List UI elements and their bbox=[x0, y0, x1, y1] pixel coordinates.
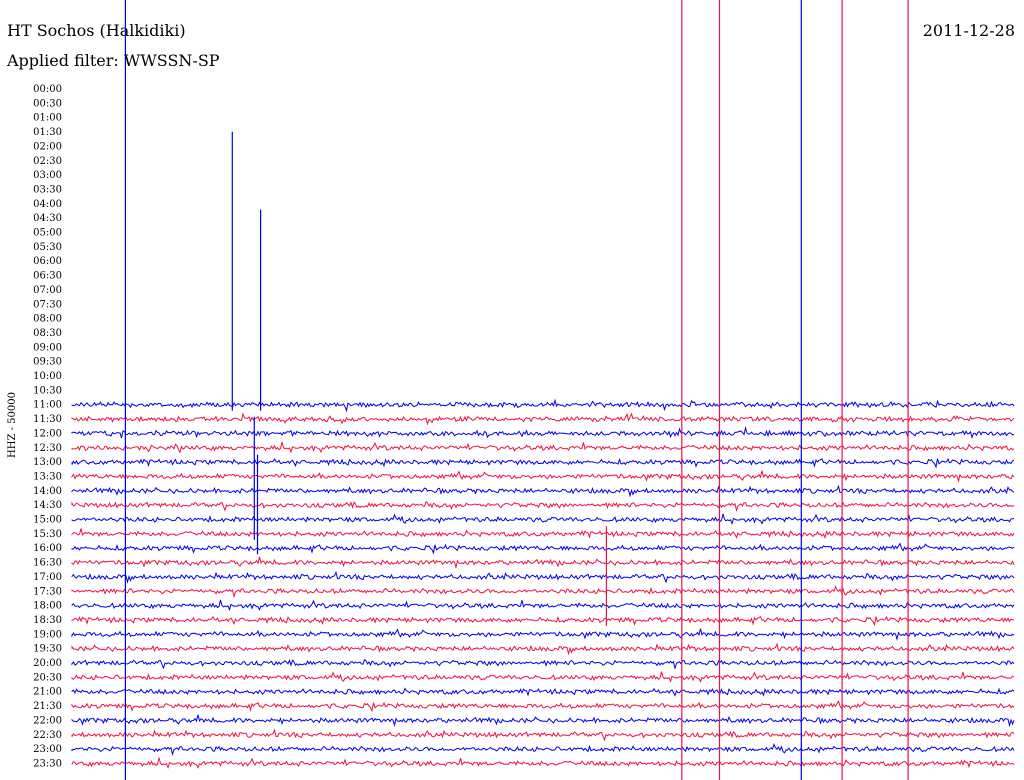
trace-row bbox=[71, 700, 1015, 713]
time-tick-label: 02:00 bbox=[33, 141, 62, 152]
time-tick-label: 18:00 bbox=[33, 601, 62, 612]
time-tick-label: 06:30 bbox=[33, 271, 62, 282]
trace-row bbox=[71, 528, 1015, 540]
trace-row bbox=[71, 658, 1015, 670]
time-tick-label: 04:30 bbox=[33, 213, 62, 224]
trace-row bbox=[71, 500, 1015, 513]
trace-row bbox=[71, 671, 1015, 683]
trace-row bbox=[71, 457, 1015, 469]
channel-label: HHZ - 50000 bbox=[7, 392, 18, 458]
time-tick-label: 11:00 bbox=[33, 400, 62, 411]
trace-row bbox=[71, 542, 1015, 555]
time-tick-label: 06:00 bbox=[33, 256, 62, 267]
time-tick-label: 14:00 bbox=[33, 486, 62, 497]
time-tick-label: 13:00 bbox=[33, 457, 62, 468]
time-tick-label: 21:30 bbox=[33, 701, 62, 712]
time-tick-label: 23:30 bbox=[33, 758, 62, 769]
filter-label: Applied filter: WWSSN-SP bbox=[6, 51, 220, 70]
time-tick-label: 05:00 bbox=[33, 228, 62, 239]
time-tick-label: 14:30 bbox=[33, 500, 62, 511]
time-tick-label: 02:30 bbox=[33, 156, 62, 167]
trace-row bbox=[71, 615, 1015, 627]
time-tick-label: 15:30 bbox=[33, 529, 62, 540]
trace-row bbox=[71, 728, 1015, 742]
time-tick-label: 18:30 bbox=[33, 615, 62, 626]
time-tick-label: 15:00 bbox=[33, 515, 62, 526]
trace-row bbox=[71, 570, 1015, 584]
time-tick-label: 05:30 bbox=[33, 242, 62, 253]
time-tick-label: 08:30 bbox=[33, 328, 62, 339]
trace-row bbox=[71, 513, 1015, 526]
time-tick-label: 01:30 bbox=[33, 127, 62, 138]
trace-row bbox=[71, 628, 1015, 641]
time-tick-label: 13:30 bbox=[33, 471, 62, 482]
time-tick-label: 16:30 bbox=[33, 558, 62, 569]
time-axis: 00:00 00:30 01:00 01:30 02:00 02:30 03:00 03:30… bbox=[33, 84, 62, 769]
time-tick-label: 12:00 bbox=[33, 428, 62, 439]
trace-row bbox=[71, 585, 1015, 599]
time-tick-label: 17:00 bbox=[33, 572, 62, 583]
time-tick-label: 19:00 bbox=[33, 629, 62, 640]
time-tick-label: 03:00 bbox=[33, 170, 62, 181]
trace-row bbox=[71, 743, 1015, 757]
time-tick-label: 19:30 bbox=[33, 644, 62, 655]
trace-row bbox=[71, 556, 1015, 570]
event-group bbox=[124, 0, 909, 780]
time-tick-label: 11:30 bbox=[33, 414, 62, 425]
time-tick-label: 22:00 bbox=[33, 715, 62, 726]
time-tick-label: 07:30 bbox=[33, 299, 62, 310]
trace-row bbox=[71, 470, 1015, 484]
time-tick-label: 21:00 bbox=[33, 687, 62, 698]
time-tick-label: 23:00 bbox=[33, 744, 62, 755]
time-tick-label: 10:00 bbox=[33, 371, 62, 382]
time-tick-label: 22:30 bbox=[33, 730, 62, 741]
time-tick-label: 01:00 bbox=[33, 113, 62, 124]
trace-row bbox=[71, 425, 1015, 440]
time-tick-label: 12:30 bbox=[33, 443, 62, 454]
time-tick-label: 16:00 bbox=[33, 543, 62, 554]
time-tick-label: 09:30 bbox=[33, 357, 62, 368]
trace-row bbox=[71, 484, 1015, 498]
trace-row bbox=[71, 714, 1015, 728]
time-tick-label: 10:30 bbox=[33, 385, 62, 396]
time-tick-label: 20:00 bbox=[33, 658, 62, 669]
time-tick-label: 04:00 bbox=[33, 199, 62, 210]
time-tick-label: 09:00 bbox=[33, 342, 62, 353]
time-tick-label: 03:30 bbox=[33, 184, 62, 195]
trace-row bbox=[71, 687, 1015, 697]
trace-row bbox=[71, 757, 1015, 770]
trace-row bbox=[71, 642, 1015, 656]
trace-row bbox=[71, 441, 1015, 454]
time-tick-label: 08:00 bbox=[33, 314, 62, 325]
time-tick-label: 07:00 bbox=[33, 285, 62, 296]
station-title: HT Sochos (Halkidiki) bbox=[7, 21, 186, 40]
trace-row bbox=[71, 412, 1015, 426]
time-tick-label: 00:00 bbox=[33, 84, 62, 95]
time-tick-label: 17:30 bbox=[33, 586, 62, 597]
time-tick-label: 00:30 bbox=[33, 98, 62, 109]
time-tick-label: 20:30 bbox=[33, 672, 62, 683]
trace-row bbox=[71, 599, 1015, 612]
trace-group bbox=[71, 398, 1015, 770]
chart-date: 2011-12-28 bbox=[923, 21, 1015, 40]
trace-row bbox=[71, 398, 1015, 413]
